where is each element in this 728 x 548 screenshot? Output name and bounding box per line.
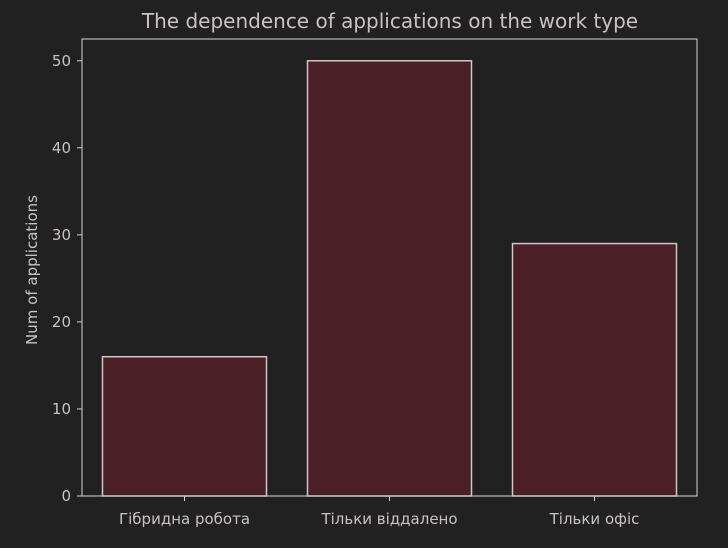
y-tick-label: 10 <box>52 400 71 418</box>
chart-title: The dependence of applications on the wo… <box>141 9 638 33</box>
y-tick-label: 20 <box>52 313 71 331</box>
x-tick-label: Тільки віддалено <box>320 510 457 528</box>
y-axis-label: Num of applications <box>23 195 41 345</box>
plot-frame <box>81 38 698 497</box>
y-tick-label: 0 <box>61 487 71 505</box>
bars-layer <box>101 60 678 497</box>
y-tick-label: 50 <box>52 52 71 70</box>
bar-2 <box>511 242 678 497</box>
bar-0 <box>101 355 268 497</box>
bar-1 <box>306 60 473 497</box>
y-tick-label: 40 <box>52 139 71 157</box>
y-ticks-layer: 0 10 20 30 40 50 <box>52 52 82 505</box>
x-tick-label: Тільки офіс <box>549 510 640 528</box>
x-ticks-layer: Гібридна робота Тільки віддалено Тільки оф… <box>119 496 639 528</box>
y-tick-label: 30 <box>52 226 71 244</box>
x-tick-label: Гібридна робота <box>119 510 250 528</box>
